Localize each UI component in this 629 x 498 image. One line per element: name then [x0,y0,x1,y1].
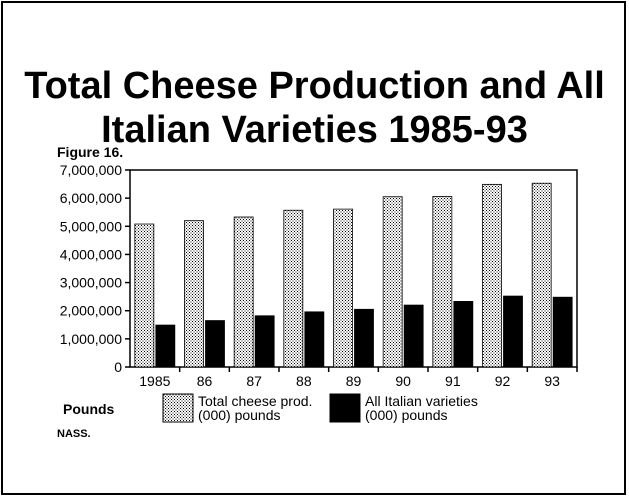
bar-total-cheese [184,220,204,368]
legend-swatch-italian-varieties [329,393,361,423]
chart-title-line-2: Italian Varieties 1985-93 [101,109,528,151]
x-tick-label: 89 [346,373,362,389]
bar-total-cheese [333,208,353,368]
bar-italian-varieties [354,308,374,368]
bar-total-cheese [531,182,552,368]
x-tick-label: 1985 [139,373,170,389]
bar-italian-varieties [453,301,474,368]
bar-italian-varieties [155,324,176,368]
x-tick-label: 88 [296,373,312,389]
chart-title-line-1: Total Cheese Production and All [24,65,605,107]
units-label: Pounds [63,401,115,417]
bar-italian-varieties [503,295,523,368]
y-tick-label: 5,000,000 [60,218,122,234]
x-tick-label: 92 [495,373,511,389]
figure-label: Figure 16. [57,144,124,160]
bar-italian-varieties [205,320,225,368]
bar-total-cheese [233,216,254,368]
legend-label: (000) pounds [198,407,281,423]
bar-total-cheese [482,183,502,368]
plot-frame [129,169,578,368]
bar-italian-varieties [403,304,424,368]
y-tick-label: 0 [114,359,122,375]
source-note: NASS. [57,428,91,440]
bar-total-cheese [382,196,403,368]
y-tick-label: 4,000,000 [60,246,122,262]
legend-swatch-total-cheese [162,393,194,423]
bar-italian-varieties [254,315,275,368]
bar-italian-varieties [552,296,573,368]
x-tick-label: 87 [246,373,262,389]
bar-italian-varieties [304,311,325,368]
y-tick-label: 7,000,000 [60,162,122,178]
y-tick-label: 1,000,000 [60,331,122,347]
legend-label: (000) pounds [365,407,448,423]
x-tick-label: 86 [197,373,213,389]
legend-label: All Italian varieties [365,393,478,409]
bar-total-cheese [283,209,304,368]
x-tick-label: 90 [395,373,411,389]
y-tick-label: 2,000,000 [60,303,122,319]
y-tick-label: 3,000,000 [60,275,122,291]
x-tick-label: 93 [544,373,560,389]
legend-label: Total cheese prod. [198,393,312,409]
x-tick-label: 91 [445,373,461,389]
y-tick-label: 6,000,000 [60,190,122,206]
bar-total-cheese [134,223,155,368]
bar-total-cheese [432,196,453,368]
